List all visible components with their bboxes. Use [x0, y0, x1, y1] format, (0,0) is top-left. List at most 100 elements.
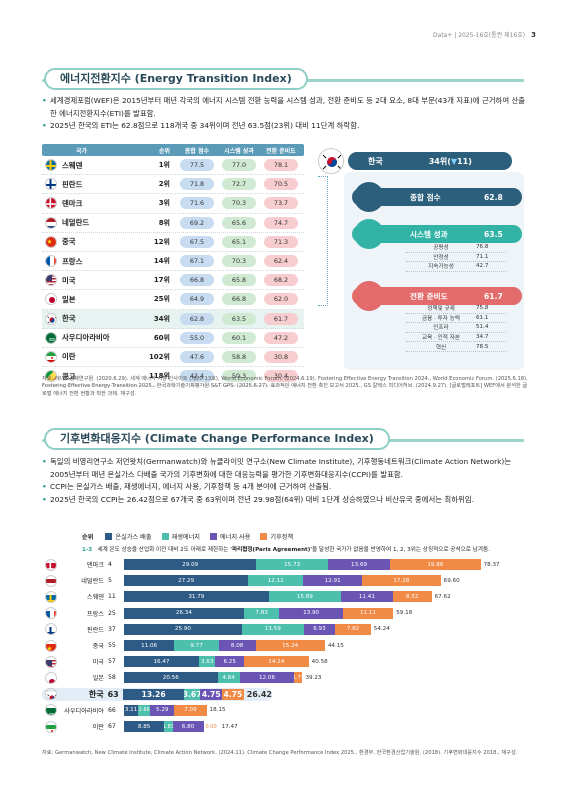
subscore-row: 인프라 51.4 [406, 323, 506, 333]
country-rank: 66 [108, 706, 116, 714]
legend-swatch [260, 533, 268, 540]
ccpi-legend: 순위 온실가스 배출 재생에너지 에너지 사용 기후정책 [82, 532, 293, 541]
metric-total-label: 종합 점수 [410, 192, 441, 202]
subscore-value: 61.1 [476, 314, 489, 321]
country-rank: 25위 [153, 295, 170, 304]
ccpi-note: 1-3 세계 온도 상승을 산업화 이전 대비 2도 아래로 제한하는 '파리협… [82, 545, 490, 553]
korea-rank: 34위 [428, 156, 448, 166]
bar-segment-3: 6.25 [215, 656, 244, 668]
metric-system-value: 63.5 [484, 229, 503, 239]
legend-swatch [209, 533, 217, 540]
country-rank: 14위 [153, 257, 170, 266]
system-score: 65.8 [218, 274, 260, 287]
country-rank: 118위 [148, 372, 170, 381]
bar-total: 18.15 [209, 707, 226, 714]
subscore-value: 75.8 [476, 305, 489, 312]
country-rank: 8위 [158, 218, 170, 227]
subscore-name: 공평성 [433, 245, 449, 252]
subscore-value: 42.7 [476, 263, 489, 270]
flag-icon [42, 312, 60, 325]
flag-icon [42, 216, 60, 229]
legend-item: 에너지 사용 [209, 532, 251, 541]
bar-segment-3: 12.06 [239, 672, 295, 684]
total-score: 47.6 [176, 350, 218, 363]
country-name: 일본 [92, 675, 104, 683]
flag-icon [42, 558, 60, 571]
country-rank: 37 [108, 625, 116, 633]
ready-score: 30.4 [260, 370, 302, 383]
eti-row-cg: 콩고 118위 42.4 50.3 30.4 [42, 367, 304, 387]
subscore-value: 78.5 [476, 343, 489, 350]
ccpi-row-jp: 일본 58 20.56 4.84 12.06 1.77 39.23 [42, 671, 321, 684]
bar-segment-2: 13.59 [241, 623, 304, 635]
eti-table: 국가 순위 종합 점수 시스템 성과 전환 준비도 스웨덴 1위 77.5 77… [42, 144, 304, 387]
subscore-row: 혁신 78.5 [406, 342, 506, 352]
bar-segment-4: 15.24 [255, 640, 325, 651]
bar-segment-2: 4.84 [217, 672, 240, 684]
country-name: 핀란드 [86, 626, 104, 634]
bar-segment-4: 7.82 [335, 623, 371, 635]
flag-icon [42, 704, 60, 717]
bar-segment-1: 11.06 [124, 640, 175, 651]
country-rank: 57 [108, 658, 116, 666]
stacked-bar: 16.47 3.63 6.25 14.24 [124, 656, 309, 668]
country-name: 콩고 [62, 371, 76, 381]
metric-total-value: 62.8 [484, 192, 503, 202]
country-name: 스웨덴 [62, 160, 83, 170]
bar-segment-4: 4.75 [222, 688, 244, 700]
ready-score: 30.8 [260, 350, 302, 363]
bar-segment-3: 12.91 [303, 575, 363, 587]
ccpi-row-cn: 중국 55 11.06 9.77 8.08 15.24 44.15 [42, 639, 344, 652]
bar-segment-2: 3.63 [198, 656, 216, 668]
eti-row-kr: 한국 34위 62.8 63.5 61.7 [42, 309, 304, 329]
korea-name: 한국 [368, 156, 383, 166]
bar-segment-2: 9.77 [174, 640, 219, 651]
ccpi-row-sa: 사우디아라비아 66 3.11 2.66 5.29 7.09 18.15 [42, 704, 226, 717]
subscore-row: 지속가능성 42.7 [406, 262, 506, 272]
ready-score: 71.3 [260, 235, 302, 248]
legend-text: 에너지 사용 [219, 534, 251, 541]
bar-segment-2: 15.89 [268, 591, 341, 603]
flag-icon [42, 623, 60, 636]
stacked-bar: 26.34 7.83 13.90 11.11 [124, 607, 394, 619]
country-name: 프랑스 [62, 256, 83, 266]
korea-rank-change: 11 [457, 156, 469, 166]
bar-total: 39.23 [305, 674, 322, 681]
bar-segment-3: 8.08 [218, 640, 256, 651]
subscore-name: 지속가능성 [428, 264, 454, 271]
total-score: 71.8 [176, 178, 218, 191]
bar-total: 67.62 [434, 593, 451, 600]
korea-flag-icon [318, 148, 344, 174]
country-rank: 4 [108, 561, 112, 568]
ccpi-row-us: 미국 57 16.47 3.63 6.25 14.24 40.58 [42, 655, 328, 668]
total-score: 66.8 [176, 274, 218, 287]
country-rank: 12위 [153, 237, 170, 246]
bar-total: 78.37 [483, 561, 500, 568]
country-name: 덴마크 [62, 198, 83, 208]
page-header: Data+ | 2025-16호(통권 제16호) 3 [433, 30, 536, 39]
ccpi-bullet: 독일의 비영리연구소 저먼왓치(Germanwatch)와 뉴클라이밋 연구소(… [42, 456, 530, 481]
subscore-name: 교육 · 인적 자본 [422, 335, 460, 342]
bar-total: 59.18 [396, 610, 413, 617]
bar-segment-1: 31.79 [124, 591, 269, 603]
bar-segment-4: 11.11 [342, 607, 394, 619]
country-name: 사우디아라비아 [64, 707, 104, 715]
country-name: 중국 [92, 643, 104, 650]
stacked-bar: 20.56 4.84 12.06 1.77 [124, 672, 303, 684]
bar-segment-1: 20.56 [124, 672, 218, 684]
bar-segment-1: 13.26 [123, 688, 184, 700]
system-score: 65.6 [218, 216, 260, 229]
ready-score: 73.7 [260, 197, 302, 210]
country-name: 사우디아라비아 [62, 333, 110, 343]
system-score: 70.3 [218, 255, 260, 268]
flag-icon [42, 370, 60, 383]
header-total: 종합 점수 [184, 147, 210, 155]
flag-icon [42, 574, 60, 587]
ccpi-bullet: 2025년 한국의 CCPI는 26.42점으로 67개국 중 63위이며 전년… [42, 494, 530, 507]
subscore-name: 안정성 [433, 254, 449, 261]
header-rank: 순위 [158, 147, 170, 155]
eti-row-jp: 일본 25위 64.9 66.8 62.0 [42, 290, 304, 310]
country-name: 한국 [62, 314, 76, 324]
legend-swatch [105, 533, 113, 540]
eti-row-fi: 핀란드 2위 71.8 72.7 70.5 [42, 175, 304, 195]
